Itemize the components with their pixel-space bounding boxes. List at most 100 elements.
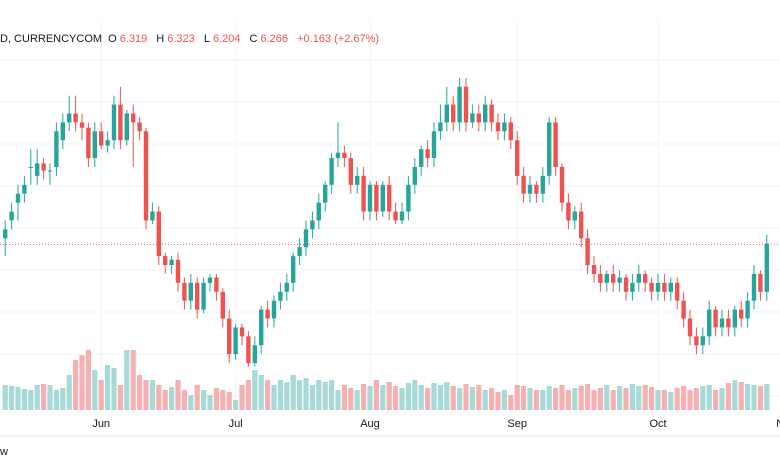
candle-body <box>489 104 494 123</box>
volume-bar <box>169 387 175 410</box>
volume-bar <box>92 370 98 410</box>
candle-body <box>713 309 718 328</box>
candle-body <box>214 277 219 292</box>
candle-body <box>265 309 270 319</box>
candle-body <box>335 152 341 159</box>
volume-bar <box>495 392 501 410</box>
volume-bar <box>623 388 629 410</box>
volume-bar <box>489 388 495 410</box>
candle-body <box>636 273 641 283</box>
volume-bar <box>162 390 168 410</box>
volume-bar <box>687 390 693 410</box>
candle-body <box>316 202 321 221</box>
candle-body <box>380 184 385 212</box>
volume-bar <box>476 385 482 410</box>
candle-body <box>137 122 142 132</box>
candle-body <box>463 86 469 123</box>
volume-bar <box>425 388 431 410</box>
candle-body <box>700 336 705 346</box>
volume-bar <box>111 368 117 410</box>
candle-body <box>547 122 552 176</box>
candle-body <box>540 175 545 194</box>
x-tick-label: Jul <box>229 418 243 430</box>
candle-body <box>60 122 65 141</box>
candle-body <box>271 300 277 319</box>
volume-bar <box>265 380 271 410</box>
candle-body <box>342 152 347 159</box>
candle-body <box>617 277 622 283</box>
volume-bar <box>73 360 79 410</box>
volume-bar <box>469 387 475 410</box>
candle-body <box>438 122 443 132</box>
candle-body <box>297 247 302 257</box>
volume-bar <box>175 380 181 410</box>
volume-bar <box>252 370 258 410</box>
candle-body <box>566 202 571 221</box>
volume-bar <box>149 380 155 410</box>
candle-body <box>169 259 174 266</box>
volume-bar <box>553 388 559 410</box>
candle-body <box>687 318 693 337</box>
volume-bar <box>649 387 655 410</box>
volume-bar <box>201 390 207 410</box>
legend-low: L 6.204 <box>203 33 241 45</box>
legend-change: +0.163 (+2.67%) <box>297 33 380 45</box>
volume-bar <box>137 375 143 410</box>
candle-body <box>457 86 462 123</box>
volume-bar <box>636 386 642 410</box>
x-tick-label: Jun <box>92 418 110 430</box>
candle-body <box>163 256 168 266</box>
candle-body <box>220 291 225 319</box>
volume-bar <box>277 380 283 410</box>
volume-bar <box>53 390 59 410</box>
volume-bar <box>233 400 239 410</box>
candle-body <box>495 122 501 132</box>
candle-body <box>508 122 513 141</box>
volume-bar <box>9 386 15 410</box>
candle-body <box>387 184 392 212</box>
legend: D, CURRENCYCOM O 6.319 H 6.323 L 6.204 C 6.2… <box>0 33 382 45</box>
candle-body <box>252 345 257 364</box>
volume-bar <box>373 380 379 410</box>
volume-bar <box>156 385 162 410</box>
candle-body <box>668 282 673 292</box>
volume-bar <box>60 388 66 410</box>
candle-body <box>393 211 398 221</box>
volume-bar <box>380 385 386 410</box>
candle-body <box>118 104 123 141</box>
volume-bar <box>98 380 104 410</box>
candle-body <box>310 220 315 230</box>
candle-body <box>521 175 526 194</box>
volume-bar <box>431 383 437 410</box>
volume-bar <box>405 383 411 410</box>
candle-body <box>745 300 750 319</box>
x-tick-label: Oct <box>649 418 666 430</box>
candle-body <box>195 282 200 310</box>
candle-body <box>227 318 232 355</box>
legend-close: C 6.266 <box>249 33 289 45</box>
volume-bar <box>41 384 47 410</box>
candle-body <box>598 273 603 283</box>
candle-body <box>419 149 424 167</box>
candle-body <box>483 104 488 123</box>
candle-body <box>259 309 264 346</box>
candle-body <box>611 273 616 283</box>
candle-body <box>361 175 366 212</box>
candle-body <box>124 113 129 141</box>
candle-body <box>323 184 328 203</box>
candle-body <box>22 184 27 194</box>
volume-bar <box>28 390 34 410</box>
candle-body <box>630 282 635 292</box>
candle-body <box>591 265 597 274</box>
volume-bar <box>533 390 539 410</box>
volume-bar <box>66 375 72 410</box>
volume-bar <box>309 385 315 410</box>
candle-body <box>182 282 187 301</box>
volume-bar <box>15 387 21 410</box>
volume-bar <box>412 380 418 410</box>
volume-bar <box>418 385 424 410</box>
candle-body <box>515 140 520 176</box>
candle-body <box>303 229 309 248</box>
candle-body <box>15 193 21 203</box>
